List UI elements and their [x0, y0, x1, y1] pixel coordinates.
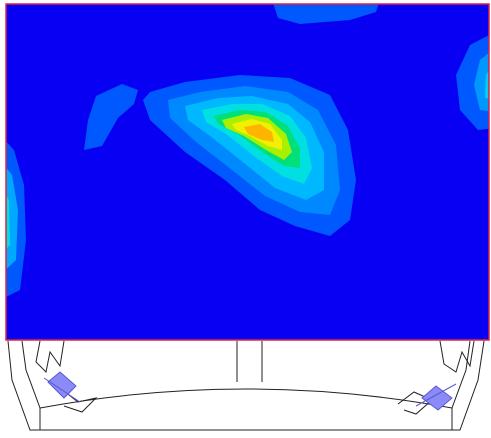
page	[0, 0, 491, 438]
wireframe	[8, 341, 484, 430]
fixture	[48, 372, 76, 398]
simulation-view	[0, 0, 491, 438]
fixtures	[44, 372, 456, 410]
contour-field	[0, 0, 491, 340]
fixture	[422, 386, 452, 410]
fixture-outline	[44, 378, 456, 406]
